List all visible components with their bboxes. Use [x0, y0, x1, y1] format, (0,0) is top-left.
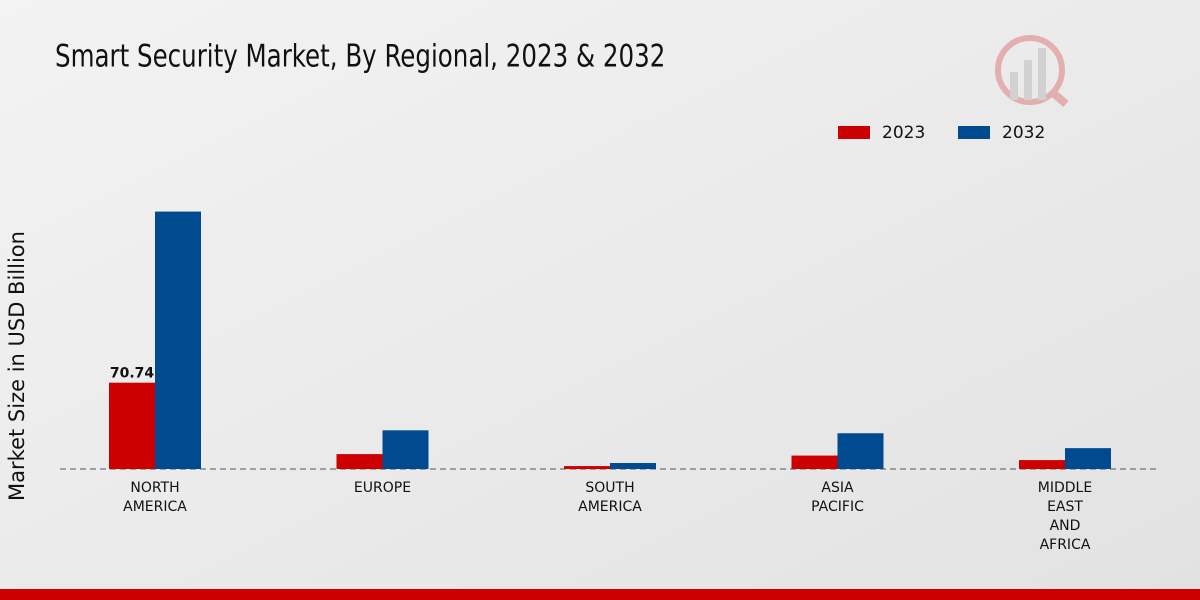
- data-label: 70.74: [110, 366, 155, 382]
- footer-bar: [0, 589, 1200, 600]
- bar: [336, 454, 383, 469]
- legend-swatch: [838, 126, 870, 139]
- bar: [1065, 448, 1111, 469]
- bar: [837, 433, 884, 469]
- x-tick-label: SOUTH AMERICA: [578, 480, 642, 515]
- bar: [564, 466, 610, 469]
- x-tick-label: NORTH AMERICA: [123, 480, 187, 515]
- watermark: [995, 35, 1069, 108]
- bar: [1019, 460, 1065, 469]
- legend-label: 2023: [882, 123, 925, 143]
- chart-title: Smart Security Market, By Regional, 2023…: [55, 38, 665, 74]
- bar: [382, 430, 429, 469]
- x-tick-label: EUROPE: [354, 480, 411, 496]
- legend-swatch: [958, 126, 990, 139]
- x-tick-label: ASIA PACIFIC: [811, 480, 864, 515]
- bar: [155, 211, 201, 469]
- bar: [791, 455, 838, 469]
- legend-label: 2032: [1002, 123, 1045, 143]
- y-axis-label: Market Size in USD Billion: [5, 231, 29, 501]
- bar: [610, 463, 656, 469]
- x-tick-label: MIDDLE EAST AND AFRICA: [1038, 480, 1092, 553]
- bar: [109, 382, 155, 469]
